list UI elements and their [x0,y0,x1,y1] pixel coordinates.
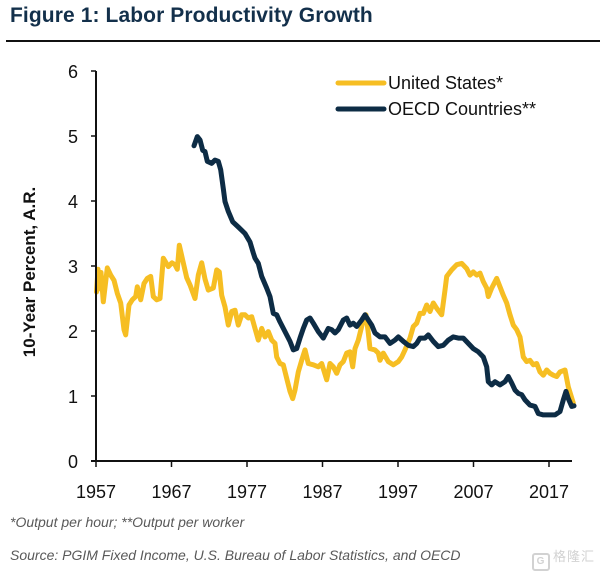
legend-label-oecd: OECD Countries** [388,99,536,119]
x-tick-label: 1987 [302,482,342,502]
series-layer [94,134,577,418]
line-chart: 0 1 2 3 4 5 6 1957 1967 1977 1987 1997 2007 2017 10-Y… [20,62,577,502]
y-axis-label: 10-Year Percent, A.R. [20,187,39,357]
series-line-united-states [94,242,576,406]
figure-title: Figure 1: Labor Productivity Growth [10,4,373,27]
x-tick-label: 1977 [227,482,267,502]
footnote: *Output per hour; **Output per worker [10,514,245,530]
y-tick-label: 1 [68,387,78,407]
legend-label-us: United States* [388,73,503,93]
y-tick-label: 0 [68,452,78,472]
source-note: Source: PGIM Fixed Income, U.S. Bureau o… [10,547,461,563]
x-tick-label: 1997 [378,482,418,502]
y-tick-label: 2 [68,322,78,342]
legend: United States* OECD Countries** [335,73,536,119]
watermark-text: 格隆汇 [553,549,596,564]
y-tick-label: 3 [68,257,78,277]
axes-layer: 0 1 2 3 4 5 6 1957 1967 1977 1987 1997 2007 2017 [68,62,572,502]
x-tick-label: 2007 [453,482,493,502]
x-tick-label: 1967 [151,482,191,502]
series-line-oecd [191,134,577,418]
x-tick-label: 1957 [76,482,116,502]
watermark-logo-icon: G [532,553,550,571]
y-tick-label: 4 [68,192,78,212]
y-tick-label: 6 [68,62,78,82]
x-tick-label: 2017 [529,482,569,502]
y-tick-label: 5 [68,127,78,147]
watermark: G 格隆汇 [532,546,595,571]
title-divider [6,40,600,42]
